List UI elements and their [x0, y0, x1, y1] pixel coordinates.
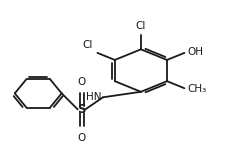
Text: O: O: [77, 77, 86, 87]
Text: CH₃: CH₃: [187, 84, 206, 94]
Text: Cl: Cl: [135, 21, 145, 31]
Text: OH: OH: [187, 47, 203, 57]
Text: Cl: Cl: [82, 40, 92, 50]
Text: HN: HN: [86, 92, 101, 101]
Text: O: O: [77, 133, 86, 143]
Text: S: S: [77, 103, 86, 116]
